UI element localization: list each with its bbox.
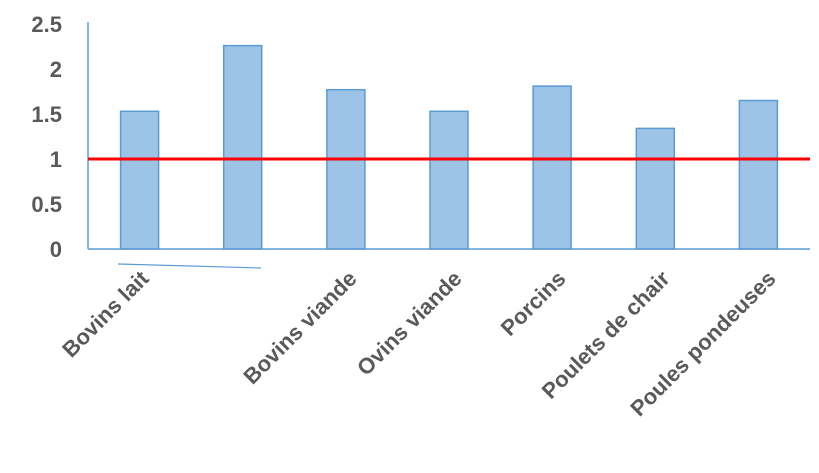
y-tick-label: 0.5 bbox=[31, 192, 62, 217]
y-tick-label: 1.5 bbox=[31, 102, 62, 127]
bar-6 bbox=[635, 127, 676, 250]
y-tick-labels: 0 0.5 1 1.5 2 2.5 bbox=[31, 12, 62, 262]
bars-group bbox=[119, 44, 779, 250]
y-tick-label: 2.5 bbox=[31, 12, 62, 37]
category-label: Bovins lait bbox=[57, 265, 154, 362]
category-label: Porcins bbox=[496, 266, 571, 341]
category-underline bbox=[117, 263, 262, 269]
y-tick-label: 1 bbox=[50, 147, 62, 172]
bar-3 bbox=[326, 88, 366, 250]
category-label: Ovins viande bbox=[352, 266, 467, 381]
bar-7 bbox=[738, 99, 779, 250]
category-label: Bovins viande bbox=[238, 266, 361, 389]
bar-4 bbox=[429, 110, 469, 250]
bar-1 bbox=[119, 110, 160, 250]
y-tick-label: 0 bbox=[50, 237, 62, 262]
bar-2 bbox=[222, 44, 263, 250]
bar-5 bbox=[532, 85, 572, 250]
y-tick-label: 2 bbox=[50, 57, 62, 82]
